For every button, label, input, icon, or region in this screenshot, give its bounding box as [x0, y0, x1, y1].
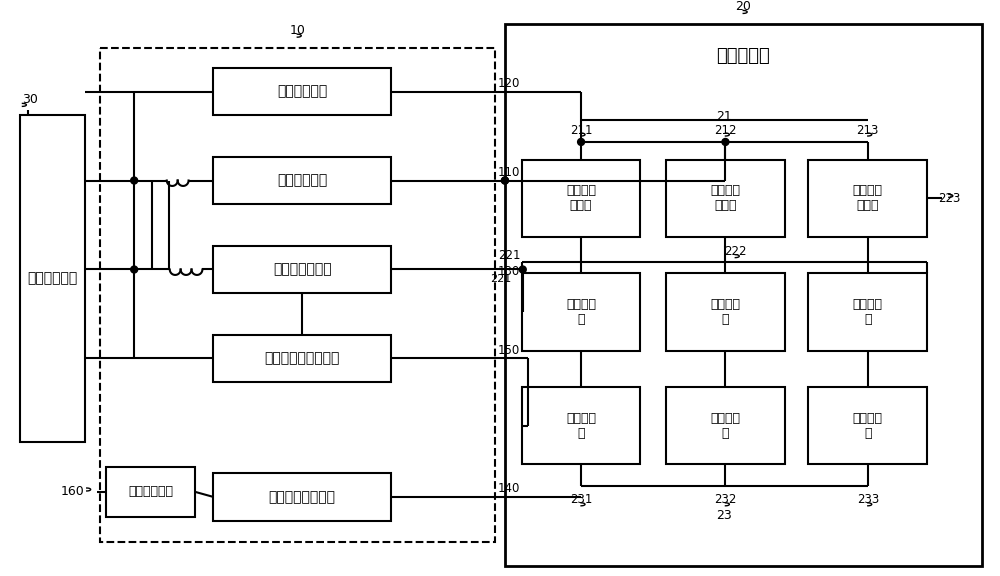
Circle shape — [519, 266, 526, 273]
Text: 10: 10 — [289, 24, 305, 37]
Text: 第二电池
连接器: 第二电池 连接器 — [710, 184, 740, 213]
Text: 第三正极
片: 第三正极 片 — [853, 412, 883, 439]
Circle shape — [131, 177, 138, 184]
Text: 升压电路模块: 升压电路模块 — [277, 173, 327, 188]
Text: 221: 221 — [490, 274, 511, 285]
Text: 212: 212 — [714, 124, 737, 137]
Circle shape — [578, 138, 585, 145]
Text: 第三正极
耳: 第三正极 耳 — [853, 298, 883, 326]
Text: 222: 222 — [724, 245, 747, 258]
Text: 233: 233 — [857, 494, 879, 506]
Bar — [522, 160, 640, 237]
Bar — [100, 48, 495, 543]
Text: 降压电路模块: 降压电路模块 — [277, 85, 327, 98]
Text: 20: 20 — [735, 0, 751, 13]
Text: 211: 211 — [570, 124, 592, 137]
Text: 160: 160 — [61, 486, 85, 498]
Text: 30: 30 — [22, 93, 38, 106]
Bar — [213, 157, 391, 204]
Bar — [522, 387, 640, 464]
Text: 第一电池
连接器: 第一电池 连接器 — [566, 184, 596, 213]
Text: 140: 140 — [498, 483, 520, 495]
Text: 130: 130 — [498, 265, 520, 278]
Text: 120: 120 — [498, 77, 520, 90]
Text: 第三电池
连接器: 第三电池 连接器 — [853, 184, 883, 213]
Text: 第二正极
片: 第二正极 片 — [710, 412, 740, 439]
Bar — [213, 473, 391, 521]
Bar — [808, 160, 927, 237]
Circle shape — [501, 177, 508, 184]
Bar — [808, 274, 927, 351]
Bar — [20, 115, 85, 442]
Text: 223: 223 — [938, 192, 960, 205]
Text: 232: 232 — [714, 494, 737, 506]
Text: 第一正极
耳: 第一正极 耳 — [566, 298, 596, 326]
Text: 第一正极
片: 第一正极 片 — [566, 412, 596, 439]
Text: 辅助降压电路模块: 辅助降压电路模块 — [269, 490, 336, 504]
Bar — [106, 467, 195, 517]
Text: 电荷泵电路模块: 电荷泵电路模块 — [273, 263, 332, 276]
Bar — [666, 274, 785, 351]
Bar — [666, 387, 785, 464]
Circle shape — [722, 138, 729, 145]
Text: 221: 221 — [498, 249, 521, 262]
Circle shape — [501, 177, 508, 184]
Text: 三电芯电池: 三电芯电池 — [716, 47, 770, 65]
Text: 21: 21 — [717, 110, 732, 123]
Bar — [213, 68, 391, 115]
Text: 150: 150 — [498, 344, 520, 357]
Bar — [505, 24, 982, 566]
Bar — [522, 274, 640, 351]
Text: 213: 213 — [857, 124, 879, 137]
Bar — [666, 160, 785, 237]
Text: 第二正极
耳: 第二正极 耳 — [710, 298, 740, 326]
Text: 系统供电模块: 系统供电模块 — [128, 486, 173, 498]
Text: 交直流适配器: 交直流适配器 — [27, 271, 78, 285]
Text: 231: 231 — [570, 494, 592, 506]
Bar — [213, 335, 391, 382]
Text: 23: 23 — [717, 509, 732, 522]
Bar — [213, 246, 391, 293]
Text: 110: 110 — [498, 166, 520, 179]
Circle shape — [131, 266, 138, 273]
Text: 电池充放电控制模块: 电池充放电控制模块 — [265, 351, 340, 366]
Bar — [808, 387, 927, 464]
